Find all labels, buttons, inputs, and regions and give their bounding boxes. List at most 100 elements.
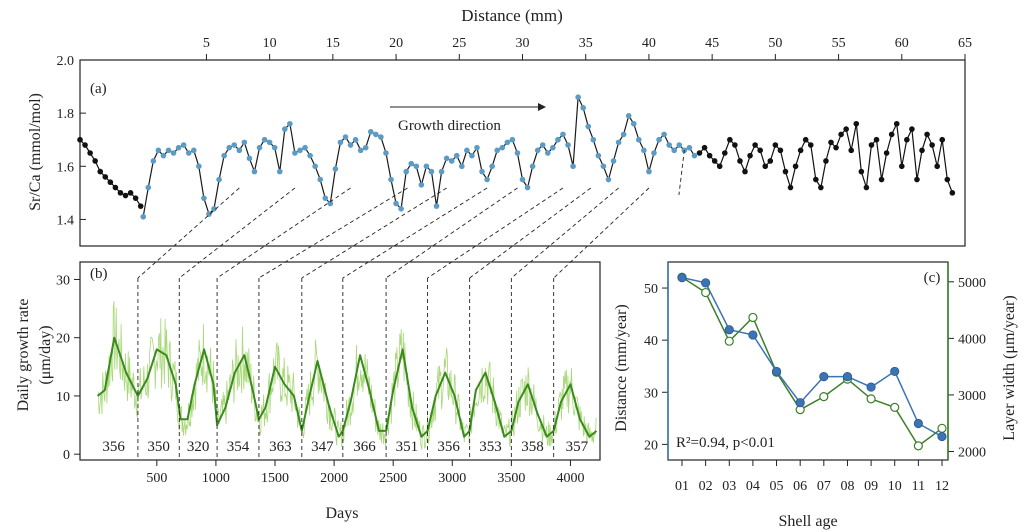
panel-a-blue-point — [403, 168, 409, 175]
connector-line — [137, 187, 240, 279]
panel-a-black-point — [82, 142, 88, 148]
panel-a-black-point — [772, 142, 779, 148]
panel-a-blue-point — [408, 160, 415, 167]
panel-a-black-point — [904, 136, 910, 143]
panel-a-black-point — [949, 190, 956, 196]
panel-a-blue-point — [580, 105, 586, 111]
panel-c-layer-width-point — [937, 423, 947, 433]
panel-a-blue-point — [342, 134, 349, 140]
panel-b-label: (b) — [90, 266, 108, 282]
panel-a-blue-point — [615, 139, 622, 146]
panel-a-blue-point — [378, 134, 384, 140]
panel-a-frame — [79, 59, 966, 247]
panel-a-black-point — [107, 179, 114, 186]
panel-a-black-point — [944, 176, 951, 183]
panel-b-year-label: 363 — [269, 439, 292, 455]
panel-c-distance-point — [866, 382, 876, 392]
panel-c-x-tick-label: 01 — [675, 479, 689, 494]
panel-c-layer-width-point — [866, 394, 876, 404]
panel-a-black-point — [92, 158, 98, 164]
panel-b-year-label: 357 — [566, 439, 589, 455]
panel-a-black-point — [117, 190, 124, 196]
panel-a-black-point — [102, 174, 109, 180]
panel-a-blue-point — [367, 128, 374, 135]
panel-a-x-tick-label: 45 — [705, 36, 719, 51]
panel-a-blue-point — [398, 206, 404, 212]
panel-a-x-tick-label: 50 — [768, 36, 782, 51]
panel-a-blue-point — [555, 136, 561, 143]
panel-a-blue-point — [140, 213, 147, 220]
panel-a-black-point — [762, 163, 769, 170]
connector-lines — [137, 149, 685, 279]
panel-c-series — [677, 272, 947, 451]
panel-a-black-point — [87, 150, 93, 156]
panel-a-blue-point — [413, 163, 420, 170]
panel-a-blue-point — [656, 136, 662, 143]
panel-a-black-point — [893, 120, 900, 127]
panel-a-black-point — [848, 147, 855, 154]
panel-a-y-title: Sr/Ca (mmol/mol) — [27, 93, 44, 211]
panel-a-black-point — [823, 158, 829, 164]
panel-c-y2-tick-label: 5000 — [958, 276, 986, 291]
panel-a-blue-point — [180, 142, 187, 148]
panel-c-distance-line — [681, 276, 943, 438]
panel-a-blue-point — [357, 147, 364, 154]
panel-a-blue-point — [362, 144, 369, 151]
panel-b-x-tick-label: 2500 — [379, 471, 407, 486]
panel-a-y-tick-label: 1.6 — [57, 160, 75, 175]
panel-a-blue-point — [575, 94, 581, 100]
panel-a-x-tick-label: 15 — [326, 36, 340, 51]
panel-a-blue-point — [373, 131, 379, 138]
panel-a-blue-point — [590, 136, 597, 143]
panel-a-x-tick-label: 25 — [452, 36, 466, 51]
panel-a-blue-point — [595, 152, 602, 159]
panel-a-blue-point — [150, 158, 157, 164]
panel-a-blue-point — [474, 144, 480, 151]
panel-a-blue-point — [307, 152, 313, 159]
panel-a-blue-point — [630, 120, 637, 127]
panel-a-blue-point — [610, 158, 617, 164]
panel-a-black-point — [767, 158, 774, 164]
panel-a-black-point — [797, 147, 804, 154]
panel-a-blue-point — [539, 142, 546, 148]
panel-b-year-label: 350 — [147, 439, 170, 455]
panel-a-blue-point — [666, 142, 672, 148]
panel-b-y-title-line1: Daily growth rate — [15, 299, 32, 412]
panel-a-blue-point — [676, 142, 683, 148]
panel-a-blue-point — [302, 144, 308, 151]
panel-c-label: (c) — [924, 270, 941, 286]
panel-c-y2-title: Layer width (μm/year) — [1001, 295, 1018, 440]
panel-a-black-point — [838, 131, 844, 138]
panel-a-blue-point — [646, 168, 652, 175]
panel-a-y-tick-label: 1.4 — [57, 213, 75, 228]
connector-line — [342, 187, 488, 279]
panel-a-blue-point — [438, 168, 445, 175]
panel-a-black-point — [883, 150, 890, 156]
panel-a-black-point — [898, 163, 905, 170]
panel-b-year-label: 354 — [227, 439, 250, 455]
panel-b-series — [97, 300, 598, 450]
panel-a: (a) Distance (mm) Sr/Ca (mmol/mol) 5 10 15… — [27, 6, 972, 247]
panel-b-year-label: 366 — [353, 439, 376, 455]
panel-a-blue-point — [393, 200, 399, 207]
panel-a-blue-point — [211, 206, 217, 212]
panel-a-black-point — [742, 168, 748, 175]
panel-a-label: (a) — [90, 81, 107, 97]
panel-a-blue-point — [565, 142, 571, 148]
panel-a-blue-point — [347, 142, 354, 148]
panel-c-y-tick-label: 30 — [644, 386, 658, 401]
panel-a-blue-point — [509, 136, 516, 143]
connector-line — [301, 187, 447, 279]
panel-a-blue-point — [276, 168, 283, 175]
panel-a-blue-point — [287, 120, 293, 127]
panel-a-black-point — [721, 150, 728, 156]
panel-c-layer-width-point — [701, 287, 711, 298]
panel-b-y-tick-label: 10 — [56, 390, 70, 405]
panel-a-blue-point — [201, 195, 207, 201]
panel-a-black-point — [732, 142, 738, 148]
panel-c-x-tick-label: 12 — [935, 479, 949, 494]
panel-c-x-tick-label: 11 — [912, 479, 925, 494]
panel-a-black-point — [137, 203, 144, 209]
panel-c-distance-point — [724, 325, 734, 335]
